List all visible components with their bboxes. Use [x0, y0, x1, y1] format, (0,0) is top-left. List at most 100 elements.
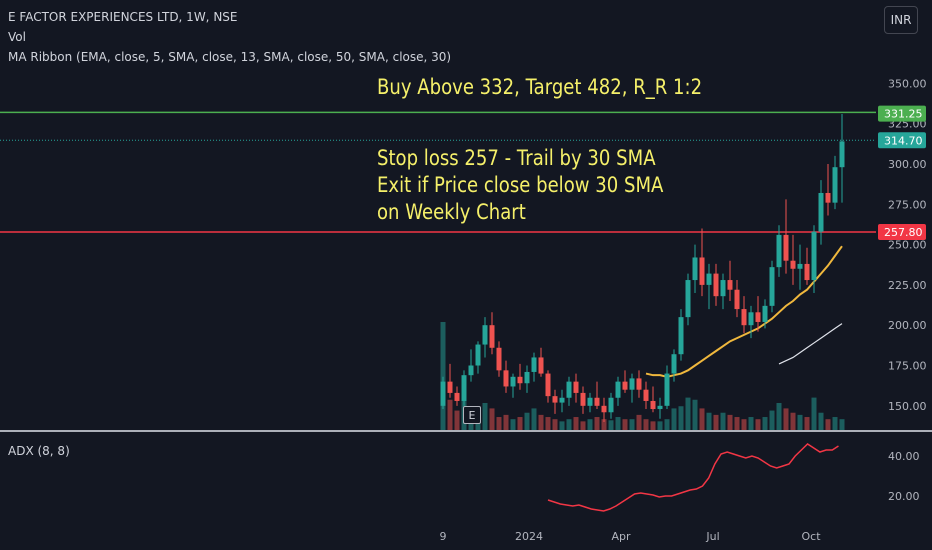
- volume-bar: [727, 414, 733, 430]
- currency-button[interactable]: INR: [884, 6, 918, 34]
- candle-body: [741, 309, 747, 326]
- candle-body: [727, 280, 733, 290]
- x-axis-label: 2024: [515, 530, 543, 543]
- candle-body: [713, 273, 719, 297]
- volume-bar: [447, 399, 453, 430]
- volume-bar: [741, 419, 747, 430]
- candle-body: [475, 344, 481, 366]
- price-tick-label: 350.00: [888, 77, 927, 90]
- candle-body: [650, 400, 656, 410]
- candle-body: [580, 392, 586, 406]
- candle-body: [783, 234, 789, 261]
- ma-ribbon-indicator-label[interactable]: MA Ribbon (EMA, close, 5, SMA, close, 13…: [8, 50, 452, 64]
- candle-body: [517, 376, 523, 384]
- volume-bar: [762, 417, 768, 430]
- candle-body: [538, 357, 544, 374]
- price-label-box: [878, 224, 926, 241]
- candle-body: [776, 234, 782, 268]
- candle-body: [552, 396, 558, 403]
- candle-body: [545, 373, 551, 397]
- volume-bar: [664, 419, 670, 430]
- candle-body: [657, 405, 663, 410]
- candle-body: [706, 273, 712, 285]
- ma50-line: [778, 323, 843, 365]
- symbol-title[interactable]: E FACTOR EXPERIENCES LTD, 1W, NSE: [8, 10, 238, 24]
- candle-body: [615, 381, 621, 398]
- candle-body: [461, 375, 467, 401]
- volume-bar: [804, 417, 810, 430]
- candle-body: [692, 257, 698, 281]
- candle-body: [629, 378, 635, 390]
- volume-bar: [573, 417, 579, 430]
- candle-body: [734, 289, 740, 310]
- candle-body: [804, 263, 810, 281]
- adx-tick-label: 40.00: [888, 450, 920, 463]
- volume-bar: [685, 397, 691, 430]
- volume-bar: [552, 419, 558, 430]
- volume-bar: [769, 410, 775, 430]
- volume-indicator-label[interactable]: Vol: [8, 30, 26, 44]
- candle-body: [839, 141, 845, 168]
- candle-body: [664, 373, 670, 406]
- x-axis-label: 9: [440, 530, 447, 543]
- volume-bar: [706, 412, 712, 430]
- candle-body: [573, 381, 579, 393]
- volume-bar: [748, 417, 754, 430]
- volume-bar: [601, 419, 607, 430]
- candle-body: [559, 397, 565, 403]
- volume-bar: [713, 414, 719, 430]
- candle-body: [755, 312, 761, 322]
- price-tick-label: 150.00: [888, 400, 927, 413]
- candle-body: [622, 381, 628, 390]
- volume-bar: [594, 417, 600, 430]
- volume-bar: [482, 403, 488, 430]
- price-label-text: 331.25: [884, 108, 923, 121]
- volume-bar: [699, 408, 705, 430]
- candle-body: [454, 392, 460, 401]
- volume-bar: [496, 417, 502, 430]
- volume-bar: [650, 421, 656, 430]
- volume-bar: [776, 403, 782, 430]
- candle-body: [790, 260, 796, 269]
- candle-body: [608, 397, 614, 413]
- candle-body: [720, 280, 726, 297]
- candle-body: [510, 376, 516, 387]
- volume-bar: [797, 414, 803, 430]
- candle-body: [671, 354, 677, 374]
- candle-body: [832, 167, 838, 203]
- volume-bar: [559, 421, 565, 430]
- ma30-line: [645, 245, 843, 378]
- price-tick-label: 175.00: [888, 360, 927, 373]
- candle-body: [797, 263, 803, 269]
- volume-bar: [622, 419, 628, 430]
- candle-body: [531, 357, 537, 372]
- volume-bar: [755, 419, 761, 430]
- candle-body: [825, 192, 831, 203]
- adx-indicator-label[interactable]: ADX (8, 8): [8, 444, 70, 458]
- volume-bar: [734, 417, 740, 430]
- volume-bar: [643, 419, 649, 430]
- candle-body: [643, 389, 649, 401]
- price-tick-label: 225.00: [888, 279, 927, 292]
- candle-body: [482, 325, 488, 345]
- candle-body: [440, 381, 446, 406]
- volume-bar: [636, 414, 642, 430]
- price-label-text: 314.70: [884, 134, 923, 147]
- candle-body: [447, 381, 453, 393]
- x-axis-label: Apr: [611, 530, 631, 543]
- price-tick-label: 250.00: [888, 239, 927, 252]
- volume-bar: [538, 414, 544, 430]
- volume-bar: [489, 408, 495, 430]
- volume-bar: [692, 399, 698, 430]
- candle-body: [566, 381, 572, 398]
- volume-bar: [720, 412, 726, 430]
- volume-bar: [517, 417, 523, 430]
- volume-bar: [671, 408, 677, 430]
- volume-bar: [580, 421, 586, 430]
- volume-bar: [839, 419, 845, 430]
- candle-body: [503, 370, 509, 387]
- candle-body: [587, 397, 593, 406]
- earnings-event-badge[interactable]: E: [463, 406, 481, 424]
- weekly-chart-annotation: on Weekly Chart: [377, 200, 526, 224]
